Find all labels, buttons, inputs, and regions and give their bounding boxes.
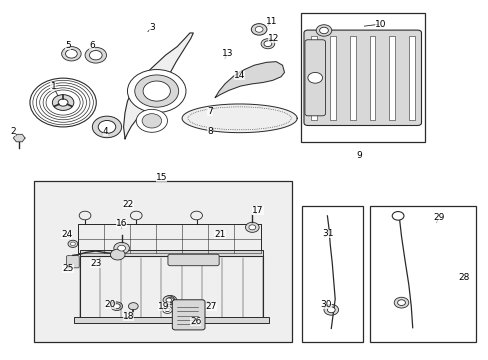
Text: 12: 12 <box>267 34 279 43</box>
Text: 4: 4 <box>102 127 108 136</box>
Circle shape <box>327 307 334 313</box>
Bar <box>80 250 263 256</box>
Text: 24: 24 <box>61 230 72 239</box>
Text: 27: 27 <box>205 302 217 311</box>
Text: 5: 5 <box>65 41 71 50</box>
Circle shape <box>128 303 138 310</box>
Text: 29: 29 <box>432 213 444 222</box>
Bar <box>78 225 260 253</box>
Bar <box>369 36 375 120</box>
Circle shape <box>164 308 169 312</box>
Text: 13: 13 <box>221 49 233 58</box>
Circle shape <box>393 297 408 308</box>
Bar <box>74 318 268 323</box>
Circle shape <box>61 46 81 61</box>
Text: 22: 22 <box>122 200 134 209</box>
Circle shape <box>98 121 116 134</box>
Text: 7: 7 <box>207 107 213 116</box>
FancyBboxPatch shape <box>305 40 325 116</box>
Text: 15: 15 <box>156 173 167 182</box>
Circle shape <box>319 27 328 34</box>
Text: 9: 9 <box>355 151 361 160</box>
Circle shape <box>166 298 173 303</box>
Text: 3: 3 <box>149 23 154 32</box>
Circle shape <box>110 249 125 260</box>
Bar <box>310 36 316 120</box>
Polygon shape <box>123 33 193 139</box>
Circle shape <box>316 25 331 36</box>
Bar <box>408 36 414 120</box>
Polygon shape <box>182 104 297 133</box>
Text: 17: 17 <box>252 206 264 215</box>
Polygon shape <box>13 134 25 142</box>
Bar <box>330 36 336 120</box>
Circle shape <box>190 211 202 220</box>
Circle shape <box>30 78 96 127</box>
Circle shape <box>163 296 176 305</box>
Text: 31: 31 <box>322 229 333 238</box>
Text: 23: 23 <box>90 259 101 268</box>
Bar <box>300 13 424 142</box>
Circle shape <box>261 39 274 49</box>
Text: 6: 6 <box>89 41 95 50</box>
FancyBboxPatch shape <box>167 254 219 266</box>
Bar <box>349 36 355 120</box>
Circle shape <box>79 211 91 220</box>
Text: 25: 25 <box>62 265 74 274</box>
Text: 2: 2 <box>11 127 16 136</box>
Circle shape <box>165 298 171 302</box>
Circle shape <box>113 304 120 309</box>
Circle shape <box>143 81 170 101</box>
Text: 26: 26 <box>190 317 201 326</box>
Circle shape <box>52 95 74 111</box>
Circle shape <box>248 225 255 230</box>
Text: 21: 21 <box>214 230 225 239</box>
Circle shape <box>70 242 75 246</box>
FancyBboxPatch shape <box>304 30 421 126</box>
Circle shape <box>324 305 338 315</box>
Circle shape <box>264 41 271 46</box>
Circle shape <box>391 212 403 220</box>
Circle shape <box>397 300 405 306</box>
Text: 10: 10 <box>374 19 386 28</box>
Bar <box>34 181 292 342</box>
Circle shape <box>58 99 68 106</box>
Circle shape <box>255 27 263 32</box>
Circle shape <box>130 211 142 220</box>
Text: 16: 16 <box>116 219 127 228</box>
Circle shape <box>89 50 102 60</box>
Text: 19: 19 <box>158 302 169 311</box>
Text: 28: 28 <box>457 273 468 282</box>
Circle shape <box>245 222 259 232</box>
Bar <box>369 206 475 342</box>
Text: 20: 20 <box>104 300 116 309</box>
Circle shape <box>92 116 122 138</box>
Circle shape <box>118 245 125 251</box>
Polygon shape <box>215 62 284 98</box>
Circle shape <box>111 302 122 311</box>
Text: 1: 1 <box>50 82 56 91</box>
Circle shape <box>127 69 185 113</box>
Text: 14: 14 <box>233 71 245 80</box>
Text: 18: 18 <box>122 312 134 321</box>
Circle shape <box>251 24 266 35</box>
Circle shape <box>307 72 322 83</box>
Text: 30: 30 <box>320 300 331 309</box>
Text: 8: 8 <box>207 127 213 136</box>
Text: 11: 11 <box>265 17 277 26</box>
FancyBboxPatch shape <box>66 256 79 268</box>
Circle shape <box>162 306 172 314</box>
Bar <box>388 36 394 120</box>
Circle shape <box>85 47 106 63</box>
Circle shape <box>114 242 129 254</box>
Circle shape <box>142 114 161 128</box>
Circle shape <box>65 49 77 58</box>
Bar <box>80 256 263 319</box>
Circle shape <box>135 75 178 107</box>
Circle shape <box>68 240 78 247</box>
Circle shape <box>136 109 167 132</box>
Circle shape <box>163 296 174 305</box>
FancyBboxPatch shape <box>172 300 204 330</box>
Bar <box>302 206 362 342</box>
